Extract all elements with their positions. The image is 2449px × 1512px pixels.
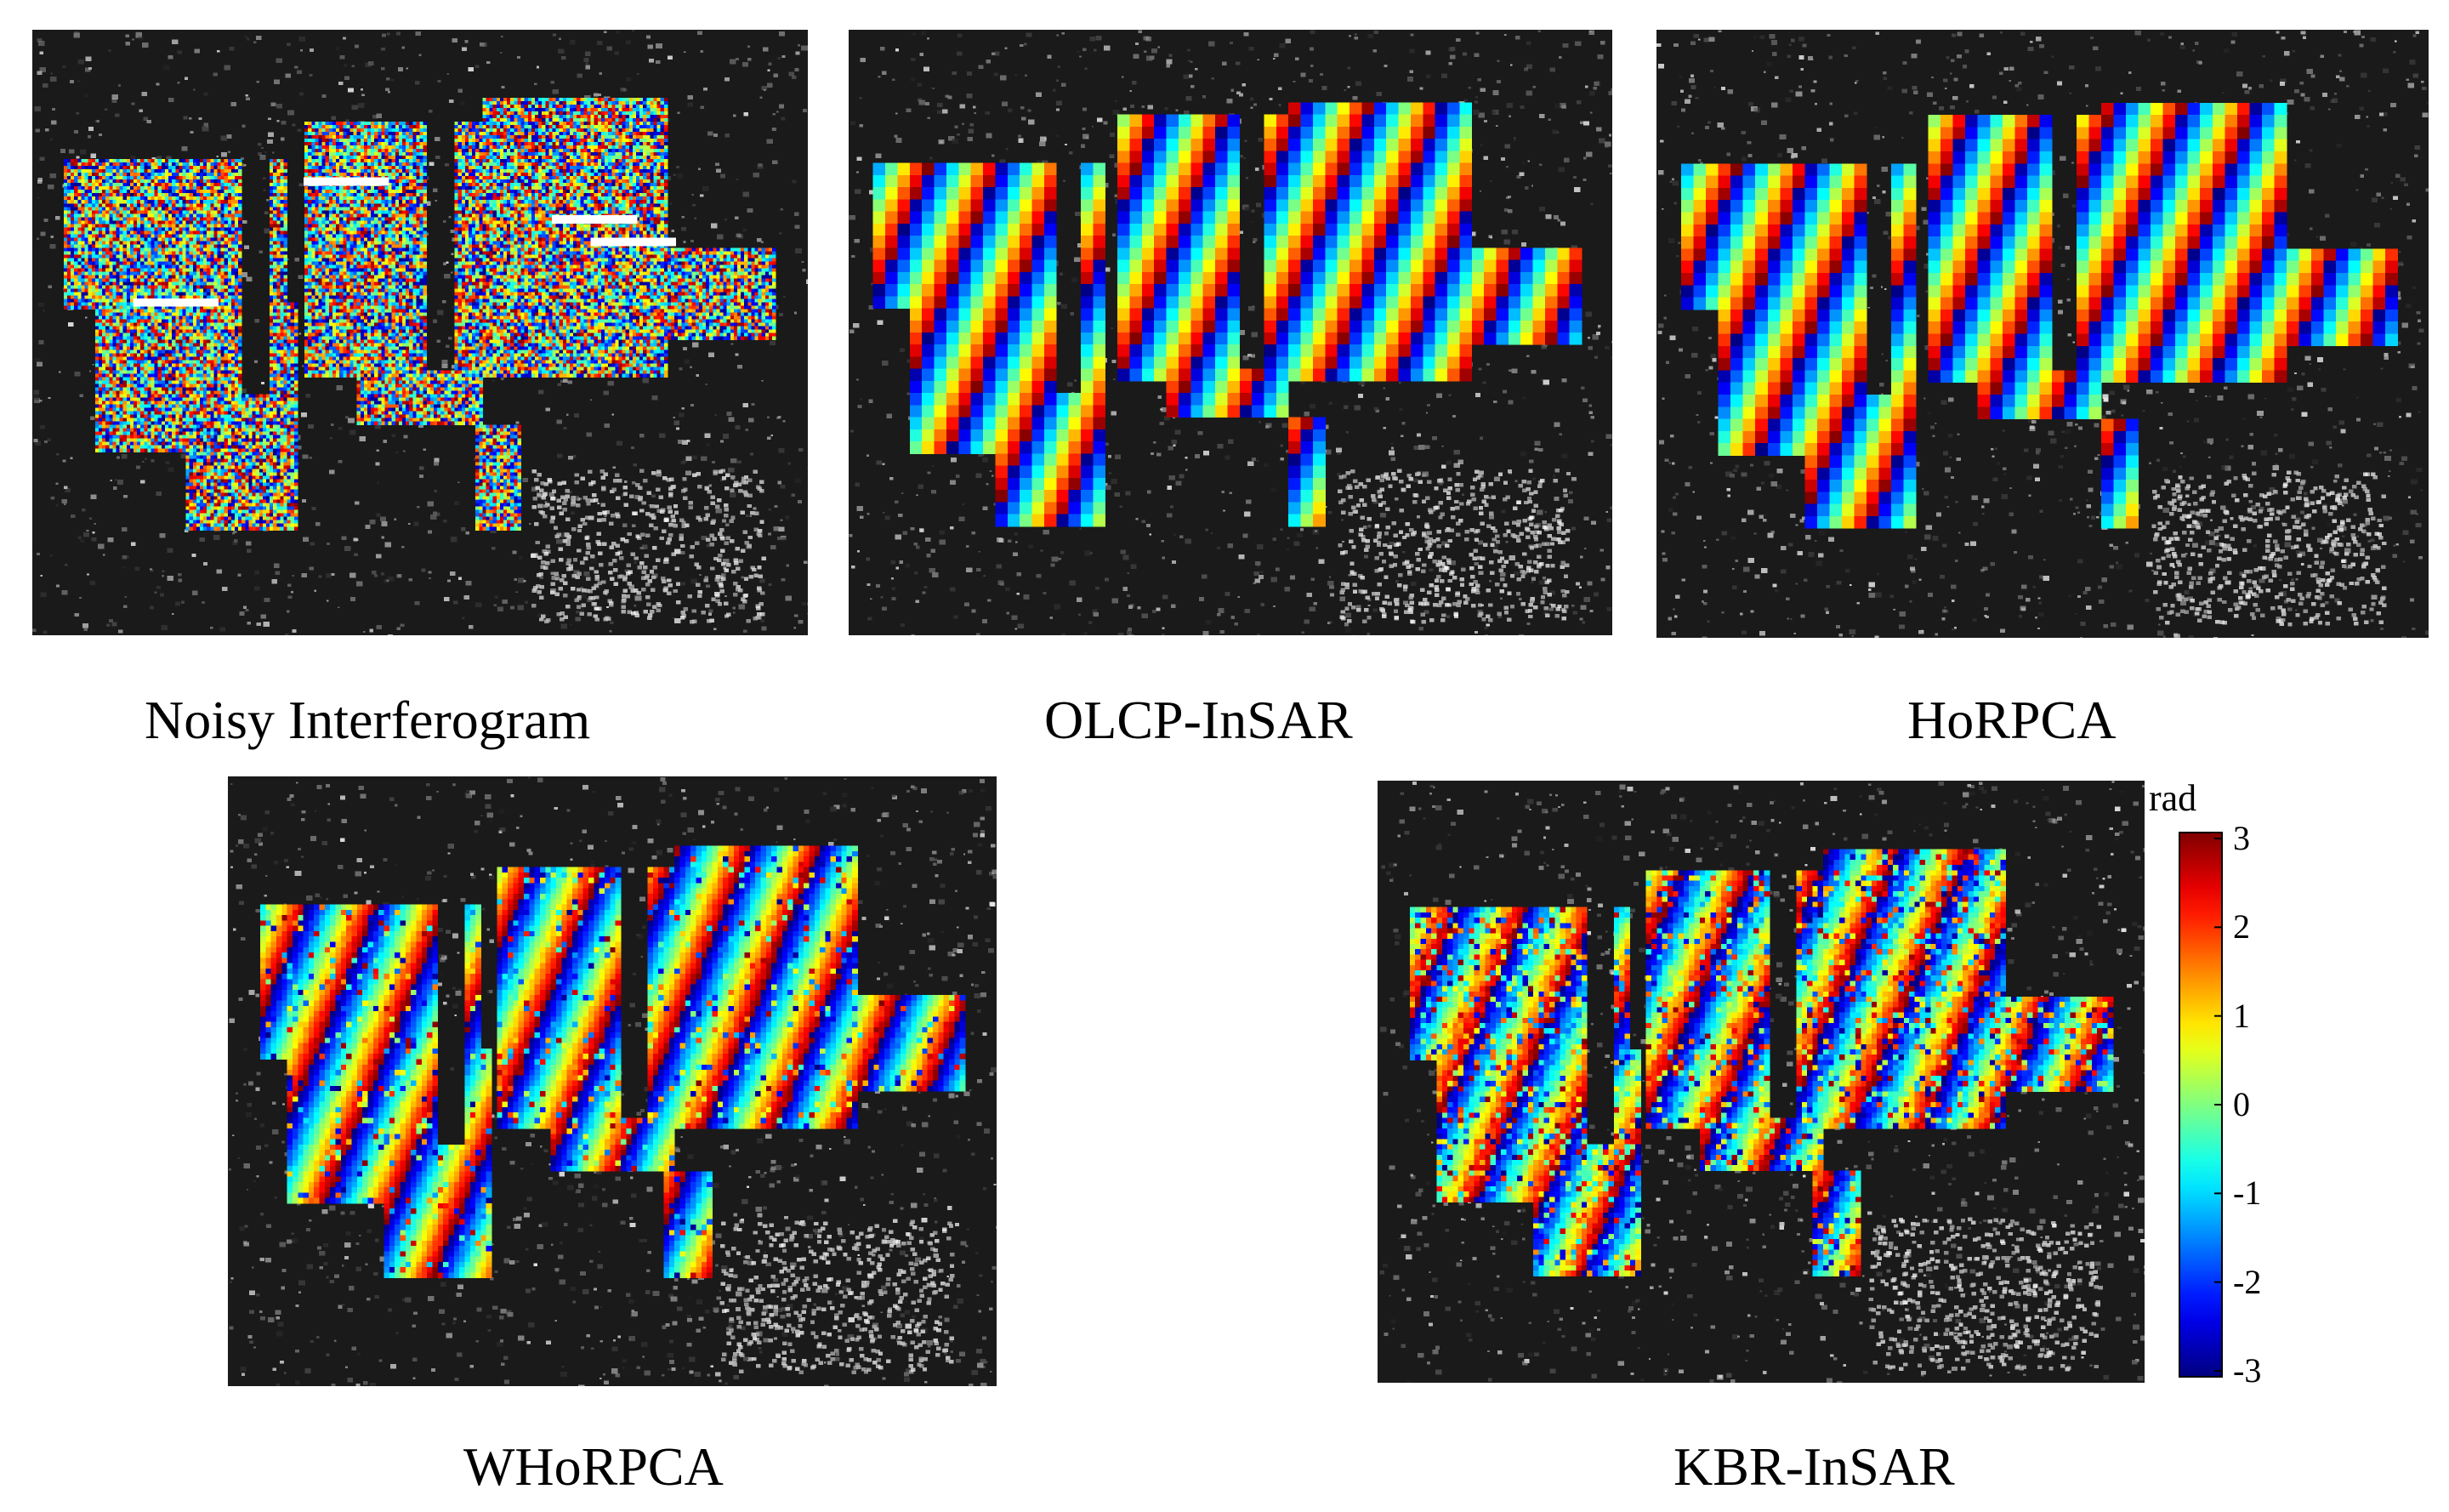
- colorbar-tick-label: -1: [2233, 1176, 2261, 1210]
- colorbar-tick-label: -2: [2233, 1265, 2261, 1299]
- panel-whorpca: [228, 776, 997, 1386]
- caption-olcp-insar: OLCP-InSAR: [1044, 693, 1353, 747]
- colorbar-tick-label: -3: [2233, 1354, 2261, 1388]
- panel-kbr-insar: [1378, 781, 2145, 1383]
- caption-whorpca: WHoRPCA: [463, 1440, 724, 1494]
- colorbar: [2179, 832, 2223, 1378]
- panel-horpca: [1656, 30, 2429, 638]
- noisy-interferogram-image: [32, 30, 808, 635]
- colorbar-tick-label: 1: [2233, 998, 2250, 1033]
- colorbar-tick-label: 2: [2233, 910, 2250, 944]
- colorbar-unit-label: rad: [2149, 780, 2196, 817]
- caption-noisy-interferogram: Noisy Interferogram: [145, 693, 590, 747]
- panel-noisy-interferogram: [32, 30, 808, 635]
- panel-olcp-insar: [849, 30, 1612, 635]
- olcp-insar-image: [849, 30, 1612, 635]
- colorbar-tick-label: 3: [2233, 821, 2250, 855]
- kbr-insar-image: [1378, 781, 2145, 1383]
- colorbar-tick-label: 0: [2233, 1088, 2250, 1122]
- caption-horpca: HoRPCA: [1907, 693, 2116, 747]
- caption-kbr-insar: KBR-InSAR: [1673, 1440, 1955, 1494]
- horpca-image: [1656, 30, 2429, 638]
- whorpca-image: [228, 776, 997, 1386]
